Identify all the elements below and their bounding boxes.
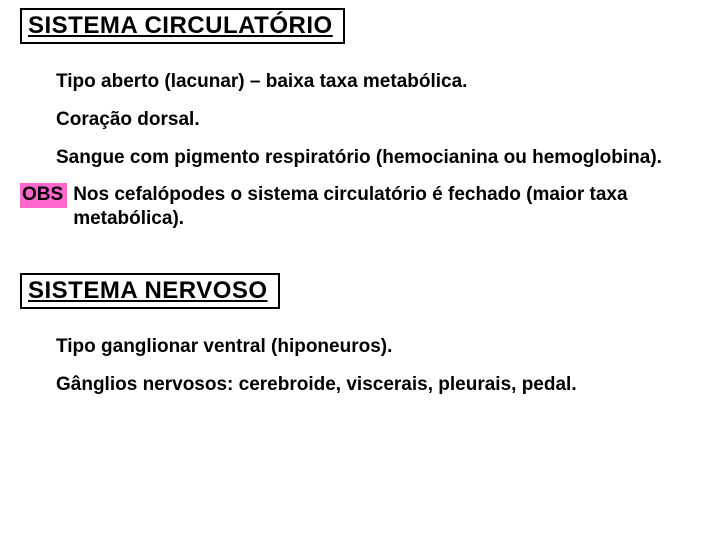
slide: SISTEMA CIRCULATÓRIO Tipo aberto (lacuna… [0,0,720,540]
obs-text: Nos cefalópodes o sistema circulatório é… [73,183,693,231]
heading-circulatory: SISTEMA CIRCULATÓRIO [20,8,345,44]
bullet-text: Coração dorsal. [56,108,696,132]
bullet-text: Gânglios nervosos: cerebroide, viscerais… [56,373,696,397]
bullet-text: Tipo aberto (lacunar) – baixa taxa metab… [56,70,696,94]
bullet-text: Sangue com pigmento respiratório (hemoci… [56,146,696,170]
heading-nervous: SISTEMA NERVOSO [20,273,280,309]
obs-row: OBS Nos cefalópodes o sistema circulatór… [20,183,700,231]
obs-tag: OBS [20,183,67,208]
bullet-text: Tipo ganglionar ventral (hiponeuros). [56,335,696,359]
